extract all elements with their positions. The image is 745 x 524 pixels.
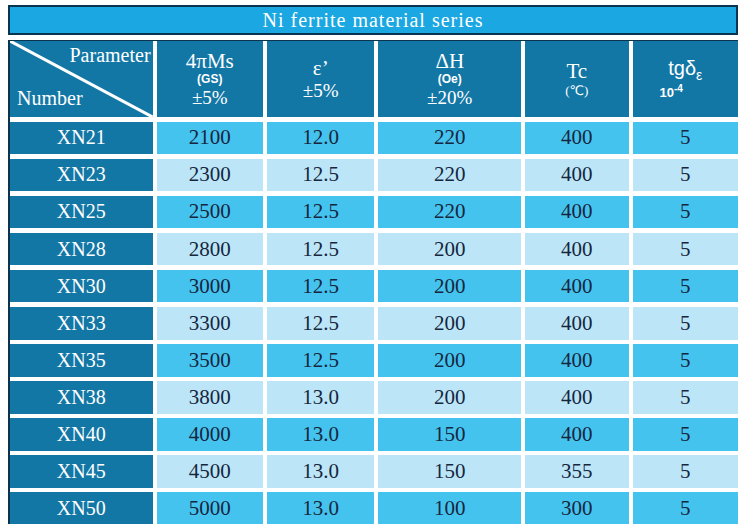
ferrite-datasheet-page: Ni ferrite material series Parameter Num… bbox=[0, 0, 745, 524]
cell-xn40-4pims: 4000 bbox=[157, 418, 263, 451]
header-4pims-symbol: 4πMs bbox=[186, 50, 234, 73]
cell-xn28-tg-delta: 5 bbox=[633, 233, 738, 266]
cell-xn40-tc: 400 bbox=[525, 418, 629, 451]
cell-xn45-4pims: 4500 bbox=[157, 455, 263, 488]
table-title: Ni ferrite material series bbox=[263, 9, 484, 32]
cell-xn30-tc: 400 bbox=[525, 270, 629, 303]
cell-xn23-tc: 400 bbox=[525, 159, 629, 192]
row-label-xn21: XN21 bbox=[10, 122, 153, 155]
cell-xn38-epsilon: 13.0 bbox=[267, 381, 374, 414]
cell-xn38-4pims: 3800 bbox=[157, 381, 263, 414]
cell-xn23-tg-delta: 5 bbox=[633, 159, 738, 192]
column-header-4pims: 4πMs (GS) ±5% bbox=[157, 41, 263, 117]
cell-xn21-4pims: 2100 bbox=[157, 122, 263, 155]
cell-xn23-4pims: 2300 bbox=[157, 159, 263, 192]
cell-xn45-epsilon: 13.0 bbox=[267, 455, 374, 488]
cell-xn30-4pims: 3000 bbox=[157, 270, 263, 303]
cell-xn35-4pims: 3500 bbox=[157, 344, 263, 377]
header-4pims-unit: (GS) bbox=[197, 73, 222, 87]
cell-xn33-tc: 400 bbox=[525, 307, 629, 340]
cell-xn50-tg-delta: 5 bbox=[633, 492, 738, 524]
cell-xn45-tg-delta: 5 bbox=[633, 455, 738, 488]
header-delta-h-symbol: ΔH bbox=[435, 50, 464, 73]
cell-xn28-delta-h: 200 bbox=[378, 233, 521, 266]
cell-xn35-tc: 400 bbox=[525, 344, 629, 377]
cell-xn25-epsilon: 12.5 bbox=[267, 196, 374, 229]
cell-xn40-tg-delta: 5 bbox=[633, 418, 738, 451]
cell-xn35-tg-delta: 5 bbox=[633, 344, 738, 377]
cell-xn21-tg-delta: 5 bbox=[633, 122, 738, 155]
cell-xn38-tc: 400 bbox=[525, 381, 629, 414]
cell-xn28-epsilon: 12.5 bbox=[267, 233, 374, 266]
header-tg-delta-exponent: 10-4 bbox=[660, 83, 683, 101]
cell-xn33-4pims: 3300 bbox=[157, 307, 263, 340]
cell-xn28-tc: 400 bbox=[525, 233, 629, 266]
cell-xn21-delta-h: 220 bbox=[378, 122, 521, 155]
row-label-xn28: XN28 bbox=[10, 233, 153, 266]
cell-xn30-epsilon: 12.5 bbox=[267, 270, 374, 303]
cell-xn21-tc: 400 bbox=[525, 122, 629, 155]
corner-label-parameter: Parameter bbox=[69, 44, 150, 67]
cell-xn40-epsilon: 13.0 bbox=[267, 418, 374, 451]
cell-xn23-epsilon: 12.5 bbox=[267, 159, 374, 192]
cell-xn33-epsilon: 12.5 bbox=[267, 307, 374, 340]
cell-xn30-tg-delta: 5 bbox=[633, 270, 738, 303]
header-tg-delta-symbol: tgδε bbox=[668, 58, 702, 83]
row-label-xn38: XN38 bbox=[10, 381, 153, 414]
header-epsilon-tolerance: ±5% bbox=[303, 80, 339, 102]
corner-label-number: Number bbox=[17, 87, 83, 110]
column-header-tg-delta: tgδε 10-4 bbox=[633, 41, 738, 117]
row-label-xn33: XN33 bbox=[10, 307, 153, 340]
header-4pims-tolerance: ±5% bbox=[192, 87, 228, 109]
row-label-xn40: XN40 bbox=[10, 418, 153, 451]
cell-xn25-tg-delta: 5 bbox=[633, 196, 738, 229]
row-label-xn30: XN30 bbox=[10, 270, 153, 303]
header-delta-h-unit: (Oe) bbox=[438, 73, 462, 87]
cell-xn38-tg-delta: 5 bbox=[633, 381, 738, 414]
header-epsilon-symbol: ε’ bbox=[313, 57, 329, 80]
cell-xn45-tc: 355 bbox=[525, 455, 629, 488]
cell-xn21-epsilon: 12.0 bbox=[267, 122, 374, 155]
cell-xn23-delta-h: 220 bbox=[378, 159, 521, 192]
column-header-delta-h: ΔH (Oe) ±20% bbox=[378, 41, 521, 117]
table-title-bar: Ni ferrite material series bbox=[8, 5, 738, 35]
cell-xn35-epsilon: 12.5 bbox=[267, 344, 374, 377]
cell-xn25-tc: 400 bbox=[525, 196, 629, 229]
cell-xn50-delta-h: 100 bbox=[378, 492, 521, 524]
column-header-tc: Tc (℃) bbox=[525, 41, 629, 117]
cell-xn25-delta-h: 220 bbox=[378, 196, 521, 229]
table-body: Parameter Number 4πMs (GS) ±5% ε’ ±5% ΔH… bbox=[8, 40, 738, 524]
cell-xn40-delta-h: 150 bbox=[378, 418, 521, 451]
cell-xn50-epsilon: 13.0 bbox=[267, 492, 374, 524]
cell-xn30-delta-h: 200 bbox=[378, 270, 521, 303]
cell-xn50-tc: 300 bbox=[525, 492, 629, 524]
cell-xn50-4pims: 5000 bbox=[157, 492, 263, 524]
row-label-xn45: XN45 bbox=[10, 455, 153, 488]
cell-xn28-4pims: 2800 bbox=[157, 233, 263, 266]
row-label-xn35: XN35 bbox=[10, 344, 153, 377]
cell-xn45-delta-h: 150 bbox=[378, 455, 521, 488]
column-header-epsilon: ε’ ±5% bbox=[267, 41, 374, 117]
header-delta-h-tolerance: ±20% bbox=[427, 87, 472, 109]
header-tc-unit: (℃) bbox=[565, 83, 588, 99]
row-label-xn50: XN50 bbox=[10, 492, 153, 524]
cell-xn38-delta-h: 200 bbox=[378, 381, 521, 414]
row-label-xn25: XN25 bbox=[10, 196, 153, 229]
cell-xn33-tg-delta: 5 bbox=[633, 307, 738, 340]
header-tc-symbol: Tc bbox=[566, 60, 587, 83]
row-label-xn23: XN23 bbox=[10, 159, 153, 192]
cell-xn25-4pims: 2500 bbox=[157, 196, 263, 229]
corner-header-cell: Parameter Number bbox=[10, 41, 153, 117]
header-tg-delta-subscript: ε bbox=[696, 67, 702, 83]
cell-xn33-delta-h: 200 bbox=[378, 307, 521, 340]
cell-xn35-delta-h: 200 bbox=[378, 344, 521, 377]
